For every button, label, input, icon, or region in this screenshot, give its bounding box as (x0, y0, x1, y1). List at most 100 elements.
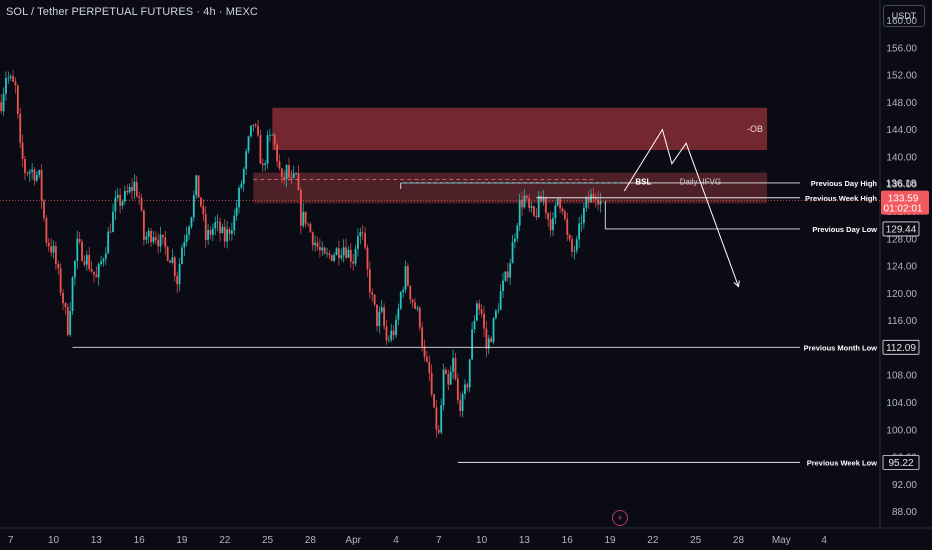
candle-up (114, 197, 117, 212)
candle-down (261, 163, 264, 166)
candle-up (573, 250, 576, 252)
candle-down (83, 261, 86, 265)
candle-down (202, 206, 205, 215)
candle-up (252, 124, 255, 126)
candle-up (582, 207, 585, 223)
candle-down (525, 195, 528, 198)
y-tick-label: 136.00 (886, 180, 917, 191)
y-tick-label: 140.00 (886, 152, 917, 163)
candle-down (406, 266, 409, 286)
candle-down (95, 274, 98, 278)
y-tick-label: 144.00 (886, 125, 917, 136)
candle-up (590, 194, 592, 203)
candle-up (9, 76, 12, 78)
candle-up (416, 307, 419, 309)
candle-up (238, 187, 240, 208)
level-label: Previous Month Low (804, 343, 878, 352)
candle-up (104, 253, 107, 260)
candle-down (64, 303, 67, 308)
candle-down (349, 249, 352, 262)
candle-down (316, 242, 319, 248)
candle-up (492, 317, 495, 343)
candle-up (216, 221, 219, 223)
candle-up (378, 311, 381, 327)
candle-up (285, 165, 288, 180)
candle-down (385, 326, 388, 341)
candle-down (352, 261, 355, 264)
candle-up (511, 241, 514, 264)
candle-down (66, 307, 69, 335)
price-tag-text: 136.18 (886, 178, 917, 189)
candle-up (333, 254, 336, 261)
candle-down (254, 124, 257, 126)
candle-down (54, 245, 57, 265)
candle-up (514, 238, 516, 242)
candle-down (59, 268, 62, 293)
candle-down (197, 175, 200, 198)
candle-down (126, 190, 129, 193)
candle-down (392, 330, 395, 336)
candle-up (380, 307, 383, 312)
candle-down (364, 233, 366, 248)
candle-up (554, 205, 557, 219)
candle-down (561, 208, 564, 212)
candle-up (52, 245, 55, 253)
candle-down (14, 81, 17, 86)
candle-up (214, 222, 217, 229)
candle-up (390, 330, 393, 340)
x-tick-label: 13 (519, 535, 531, 546)
candle-down (423, 346, 426, 358)
candle-up (580, 222, 583, 224)
x-tick-label: 25 (262, 535, 274, 546)
currency-button[interactable]: USDT (883, 5, 925, 27)
candle-down (594, 198, 597, 200)
order-block-zone (272, 107, 768, 151)
y-tick-label: 152.00 (886, 71, 917, 82)
candle-up (354, 248, 357, 264)
price-tag-box (882, 454, 920, 470)
candle-down (276, 144, 278, 162)
x-tick-label: 28 (733, 535, 745, 546)
candle-down (45, 218, 48, 243)
candle-up (121, 201, 124, 206)
candle-up (35, 174, 38, 181)
candle-up (152, 237, 155, 243)
candle-down (21, 142, 24, 159)
y-tick-label: 160.00 (886, 16, 917, 27)
candle-up (5, 78, 7, 94)
candles (0, 70, 602, 438)
flash-icon[interactable]: ⚡ (612, 510, 628, 526)
candle-down (437, 429, 440, 433)
candle-down (93, 271, 95, 275)
candle-up (449, 371, 452, 385)
x-tick-label: 7 (8, 535, 14, 546)
candle-down (528, 197, 531, 208)
candle-down (209, 230, 212, 235)
candle-down (566, 218, 569, 235)
candle-up (240, 183, 243, 188)
candle-down (283, 176, 286, 180)
level-label: Previous Day Low (812, 225, 877, 234)
candle-up (233, 215, 236, 231)
x-tick-label: 19 (604, 535, 616, 546)
y-tick-label: 120.00 (886, 289, 917, 300)
candle-up (245, 151, 248, 169)
badge-price: 133.59 (888, 194, 919, 205)
candle-down (257, 125, 259, 136)
candle-up (335, 248, 338, 255)
candle-down (459, 400, 462, 411)
candle-up (359, 232, 362, 237)
candle-up (461, 394, 464, 411)
candle-down (376, 304, 378, 327)
candle-down (200, 197, 202, 207)
candle-up (147, 230, 150, 237)
level-price-tag: 95.22 (882, 454, 920, 470)
candle-down (164, 237, 167, 248)
candle-up (235, 207, 238, 216)
candle-up (226, 229, 229, 242)
candle-up (321, 247, 324, 251)
candle-down (16, 85, 19, 114)
candle-down (540, 195, 542, 202)
candle-down (150, 230, 152, 243)
